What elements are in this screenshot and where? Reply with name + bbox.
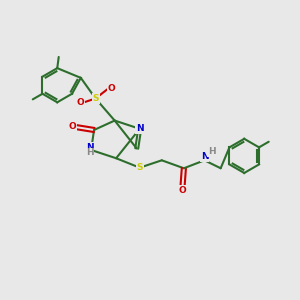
Text: H: H — [86, 148, 94, 158]
Text: N: N — [201, 152, 208, 161]
Text: O: O — [178, 186, 186, 195]
Text: O: O — [107, 84, 115, 93]
Text: O: O — [76, 98, 84, 107]
Text: O: O — [68, 122, 76, 131]
Text: N: N — [86, 142, 94, 152]
Text: S: S — [92, 94, 99, 103]
Text: S: S — [136, 163, 143, 172]
Text: H: H — [208, 147, 216, 156]
Text: N: N — [136, 124, 143, 133]
